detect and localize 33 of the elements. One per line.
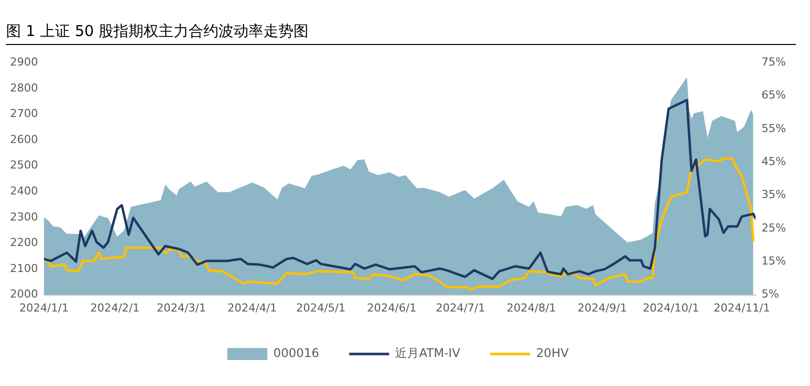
y-tick-label: 2400 bbox=[10, 184, 38, 198]
x-tick-label: 2024/2/1 bbox=[90, 301, 140, 314]
y2-tick-label: 55% bbox=[762, 122, 786, 135]
x-tick-label: 2024/10/1 bbox=[642, 301, 700, 314]
x-tick-label: 2024/6/1 bbox=[367, 301, 416, 314]
y2-tick-label: 35% bbox=[762, 188, 786, 202]
y-tick-label: 2000 bbox=[10, 288, 38, 301]
chart-title: 图 1 上证 50 股指期权主力合约波动率走势图 bbox=[6, 22, 796, 45]
y-tick-label: 2300 bbox=[10, 210, 38, 224]
y2-tick-label: 5% bbox=[762, 288, 780, 301]
y-tick-label: 2800 bbox=[10, 81, 38, 94]
y2-tick-label: 15% bbox=[762, 254, 786, 268]
y-tick-label: 2600 bbox=[10, 132, 38, 146]
y2-tick-label: 45% bbox=[762, 154, 786, 168]
y-tick-label: 2500 bbox=[10, 158, 38, 172]
x-tick-label: 2024/5/1 bbox=[296, 301, 346, 314]
x-tick-label: 2024/3/1 bbox=[156, 301, 206, 314]
x-tick-label: 2024/8/1 bbox=[506, 301, 556, 314]
y2-tick-label: 65% bbox=[762, 88, 786, 102]
y2-tick-label: 75% bbox=[762, 55, 786, 68]
legend-label: 近月ATM-IV bbox=[395, 346, 461, 360]
y2-tick-label: 25% bbox=[762, 221, 786, 234]
legend-label: 000016 bbox=[273, 346, 320, 360]
x-tick-label: 2024/7/1 bbox=[436, 301, 486, 314]
y-tick-label: 2200 bbox=[10, 236, 38, 250]
x-tick-label: 2024/9/1 bbox=[578, 301, 627, 314]
y-tick-label: 2100 bbox=[10, 262, 38, 275]
x-tick-label: 2024/4/1 bbox=[227, 301, 277, 314]
x-tick-label: 2024/11/1 bbox=[714, 301, 770, 314]
y-tick-label: 2900 bbox=[10, 55, 38, 68]
legend-label: 20HV bbox=[536, 346, 570, 360]
y-tick-label: 2700 bbox=[10, 107, 38, 120]
x-tick-label: 2024/1/1 bbox=[19, 301, 69, 314]
